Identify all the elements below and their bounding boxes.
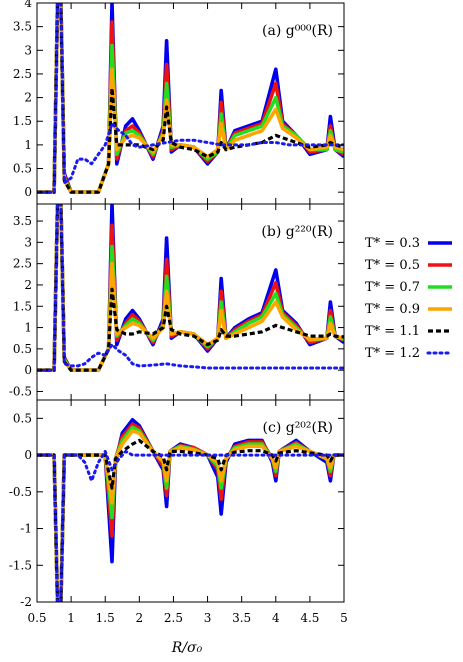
y-tick-label: 1.5 xyxy=(13,114,32,128)
legend: T* = 0.3 T* = 0.5 T* = 0.7 T* = 0.9 T* = 1.1… xyxy=(365,236,454,361)
series-line-1-2 xyxy=(37,204,344,372)
x-tick-label: 5 xyxy=(340,611,348,625)
y-tick-label: 3 xyxy=(24,235,32,249)
x-tick-label: 4.5 xyxy=(300,611,319,625)
x-tick-label: 3.5 xyxy=(232,611,251,625)
legend-label: T* = 0.9 xyxy=(365,302,420,317)
y-tick-label: 4 xyxy=(24,0,32,10)
panel-c: -2 -1.5 -1 -0.5 0 0.5 (c) g²⁰²(R) xyxy=(9,399,345,609)
x-tick-label: 1 xyxy=(67,611,75,625)
y-tick-label: 0.5 xyxy=(13,162,32,176)
legend-label: T* = 0.5 xyxy=(365,258,420,273)
panel-series xyxy=(37,418,344,602)
y-tick-label: 0.5 xyxy=(13,342,32,356)
y-tick-label: -1 xyxy=(20,522,32,536)
legend-label: T* = 1.1 xyxy=(365,324,420,339)
legend-label: T* = 0.7 xyxy=(365,280,420,295)
x-tick-labels: 0.5 1 1.5 2 2.5 3 3.5 4 4.5 5 xyxy=(27,611,347,625)
panels: 0 0.5 1 1.5 2 2.5 3 3.5 4 (a) g⁰⁰⁰(R) -0.5 0 0.5 1 1.5… xyxy=(9,0,348,625)
x-tick-label: 1.5 xyxy=(96,611,115,625)
panel-series xyxy=(37,204,344,372)
y-tick-label: 2 xyxy=(24,278,32,292)
series-line-1-2 xyxy=(37,449,344,602)
panel-label: (b) g²²⁰(R) xyxy=(261,224,333,240)
y-tick-label: -0.5 xyxy=(9,485,32,499)
series-line-1-2 xyxy=(37,3,344,194)
y-tick-label: 1 xyxy=(24,138,32,152)
x-tick-label: 2.5 xyxy=(164,611,183,625)
y-tick-label: 1 xyxy=(24,321,32,335)
y-tick-label: 2.5 xyxy=(13,67,32,81)
panel-label: (c) g²⁰²(R) xyxy=(263,420,333,436)
y-tick-label: 0.5 xyxy=(13,411,32,425)
panel-series xyxy=(37,3,344,194)
series-line-1-1 xyxy=(37,204,344,372)
y-tick-label: 0 xyxy=(24,448,32,462)
series-line-1-1 xyxy=(37,438,344,602)
y-tick-label: -1.5 xyxy=(9,558,32,572)
legend-label: T* = 1.2 xyxy=(365,346,420,361)
panel-label: (a) g⁰⁰⁰(R) xyxy=(262,23,333,39)
panel-b: -0.5 0 0.5 1 1.5 2 2.5 3 3.5 (b) g²²⁰(R) xyxy=(9,203,345,401)
legend-label: T* = 0.3 xyxy=(365,236,420,251)
y-tick-label: 3 xyxy=(24,43,32,57)
x-tick-label: 0.5 xyxy=(27,611,46,625)
y-tick-label: -2 xyxy=(20,595,32,609)
x-tick-label: 3 xyxy=(204,611,212,625)
panel-a: 0 0.5 1 1.5 2 2.5 3 3.5 4 (a) g⁰⁰⁰(R) xyxy=(13,0,345,205)
y-tick-label: 3.5 xyxy=(13,214,32,228)
y-tick-label: 2.5 xyxy=(13,257,32,271)
y-tick-label: 0 xyxy=(24,185,32,199)
y-tick-label: 0 xyxy=(24,363,32,377)
x-tick-label: 4 xyxy=(272,611,280,625)
y-tick-label: -0.5 xyxy=(9,384,32,398)
panel-frame xyxy=(36,399,345,603)
x-tick-label: 2 xyxy=(136,611,144,625)
y-tick-label: 3.5 xyxy=(13,20,32,34)
x-axis-title: R/σ₀ xyxy=(171,640,203,656)
y-tick-label: 2 xyxy=(24,91,32,105)
y-tick-label: 1.5 xyxy=(13,299,32,313)
series-line-1-1 xyxy=(37,3,344,194)
